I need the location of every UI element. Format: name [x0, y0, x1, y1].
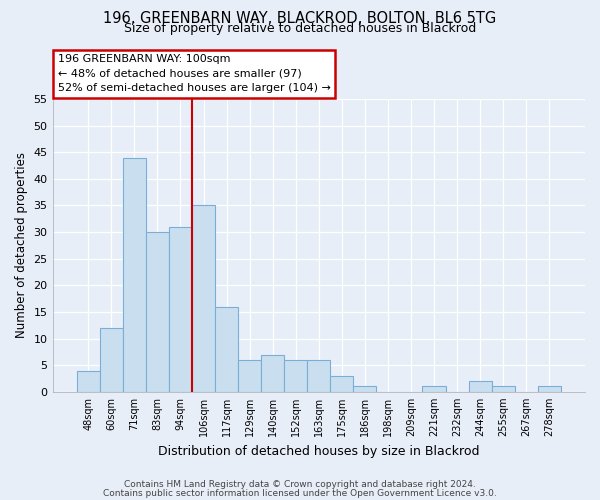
Bar: [422, 386, 446, 392]
Bar: [77, 370, 100, 392]
Bar: [123, 158, 146, 392]
Y-axis label: Number of detached properties: Number of detached properties: [15, 152, 28, 338]
Bar: [238, 360, 261, 392]
Bar: [469, 381, 491, 392]
Text: Contains public sector information licensed under the Open Government Licence v3: Contains public sector information licen…: [103, 488, 497, 498]
Bar: [261, 354, 284, 392]
Text: Size of property relative to detached houses in Blackrod: Size of property relative to detached ho…: [124, 22, 476, 35]
Bar: [169, 227, 192, 392]
Bar: [307, 360, 330, 392]
Bar: [353, 386, 376, 392]
Bar: [100, 328, 123, 392]
Bar: [146, 232, 169, 392]
Text: 196 GREENBARN WAY: 100sqm
← 48% of detached houses are smaller (97)
52% of semi-: 196 GREENBARN WAY: 100sqm ← 48% of detac…: [58, 54, 331, 93]
Bar: [284, 360, 307, 392]
Bar: [192, 206, 215, 392]
Bar: [330, 376, 353, 392]
X-axis label: Distribution of detached houses by size in Blackrod: Distribution of detached houses by size …: [158, 444, 479, 458]
Text: Contains HM Land Registry data © Crown copyright and database right 2024.: Contains HM Land Registry data © Crown c…: [124, 480, 476, 489]
Bar: [215, 306, 238, 392]
Text: 196, GREENBARN WAY, BLACKROD, BOLTON, BL6 5TG: 196, GREENBARN WAY, BLACKROD, BOLTON, BL…: [103, 11, 497, 26]
Bar: [491, 386, 515, 392]
Bar: [538, 386, 561, 392]
